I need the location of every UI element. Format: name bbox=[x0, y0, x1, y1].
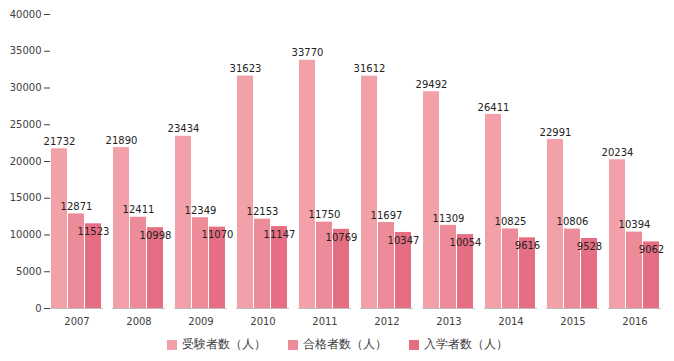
svg-text:31612: 31612 bbox=[354, 63, 386, 74]
svg-text:9062: 9062 bbox=[639, 244, 664, 255]
svg-text:12153: 12153 bbox=[247, 206, 279, 217]
svg-text:2009: 2009 bbox=[188, 316, 213, 327]
svg-text:22991: 22991 bbox=[540, 127, 572, 138]
svg-text:2007: 2007 bbox=[64, 316, 89, 327]
svg-text:10394: 10394 bbox=[619, 219, 651, 230]
svg-text:0: 0 bbox=[35, 303, 41, 314]
html-text:入学者数（人）: 入学者数（人） bbox=[423, 337, 508, 351]
svg-text:33770: 33770 bbox=[292, 47, 324, 58]
svg-text:2015: 2015 bbox=[560, 316, 585, 327]
svg-text:25000: 25000 bbox=[10, 119, 42, 130]
svg-text:11523: 11523 bbox=[78, 226, 110, 237]
html-text:合格者数（人）: 合格者数（人） bbox=[302, 337, 387, 351]
svg-text:9528: 9528 bbox=[577, 241, 602, 252]
svg-text:21890: 21890 bbox=[106, 135, 138, 146]
svg-text:10000: 10000 bbox=[10, 229, 42, 240]
svg-text:35000: 35000 bbox=[10, 45, 42, 56]
svg-text:40000: 40000 bbox=[10, 9, 42, 20]
html-text:受験者数（人）: 受験者数（人） bbox=[181, 337, 266, 351]
svg-text:2012: 2012 bbox=[374, 316, 399, 327]
svg-text:10825: 10825 bbox=[495, 216, 527, 227]
svg-text:11070: 11070 bbox=[202, 229, 234, 240]
svg-text:2013: 2013 bbox=[436, 316, 461, 327]
svg-text:2011: 2011 bbox=[312, 316, 337, 327]
svg-text:10054: 10054 bbox=[450, 237, 482, 248]
svg-text:2016: 2016 bbox=[622, 316, 647, 327]
svg-text:20000: 20000 bbox=[10, 156, 42, 167]
svg-text:10998: 10998 bbox=[140, 230, 172, 241]
svg-text:31623: 31623 bbox=[230, 63, 262, 74]
svg-text:29492: 29492 bbox=[416, 79, 448, 90]
svg-text:11697: 11697 bbox=[371, 210, 403, 221]
svg-text:23434: 23434 bbox=[168, 123, 200, 134]
svg-text:11750: 11750 bbox=[309, 209, 341, 220]
svg-text:21732: 21732 bbox=[44, 136, 76, 147]
svg-text:10347: 10347 bbox=[388, 235, 420, 246]
svg-text:12871: 12871 bbox=[61, 201, 93, 212]
svg-text:12411: 12411 bbox=[123, 204, 155, 215]
svg-text:9616: 9616 bbox=[515, 240, 540, 251]
svg-text:11309: 11309 bbox=[433, 213, 465, 224]
svg-text:11147: 11147 bbox=[264, 229, 296, 240]
svg-text:20234: 20234 bbox=[602, 147, 634, 158]
svg-text:26411: 26411 bbox=[478, 102, 510, 113]
svg-text:30000: 30000 bbox=[10, 82, 42, 93]
svg-text:10769: 10769 bbox=[326, 232, 358, 243]
svg-text:5000: 5000 bbox=[16, 266, 41, 277]
svg-text:2014: 2014 bbox=[498, 316, 523, 327]
svg-text:12349: 12349 bbox=[185, 205, 217, 216]
svg-text:2008: 2008 bbox=[126, 316, 151, 327]
svg-text:10806: 10806 bbox=[557, 216, 589, 227]
svg-text:15000: 15000 bbox=[10, 192, 42, 203]
svg-text:2010: 2010 bbox=[250, 316, 275, 327]
